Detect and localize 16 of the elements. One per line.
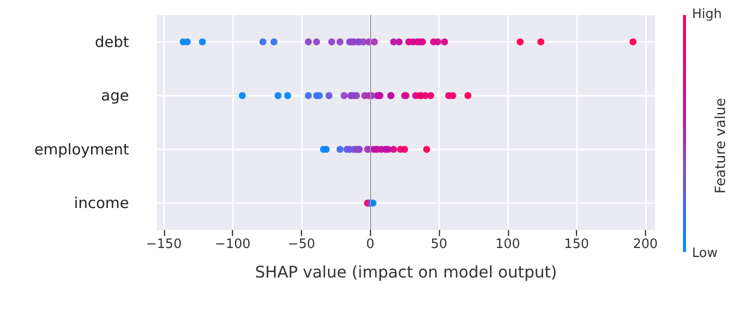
x-tick-label: −100: [214, 237, 251, 252]
x-tick-label: 100: [495, 237, 520, 252]
text: Low: [692, 246, 718, 261]
y-tick-label: income: [74, 194, 129, 212]
y-tick-label: debt: [94, 32, 130, 51]
color-bar-title: Feature value: [713, 98, 729, 194]
x-tick-label: 50: [430, 237, 448, 252]
x-axis-title: SHAP value (impact on model output): [255, 262, 557, 282]
x-tick-label: 150: [564, 237, 589, 252]
y-tick-label: age: [101, 86, 129, 105]
x-tick-label: 200: [632, 237, 658, 252]
y-tick-label: employment: [34, 140, 130, 158]
x-tick-label: −50: [288, 237, 316, 252]
x-tick-label: 0: [366, 237, 374, 252]
text: High: [692, 7, 722, 22]
x-tick-label: −150: [146, 237, 182, 252]
